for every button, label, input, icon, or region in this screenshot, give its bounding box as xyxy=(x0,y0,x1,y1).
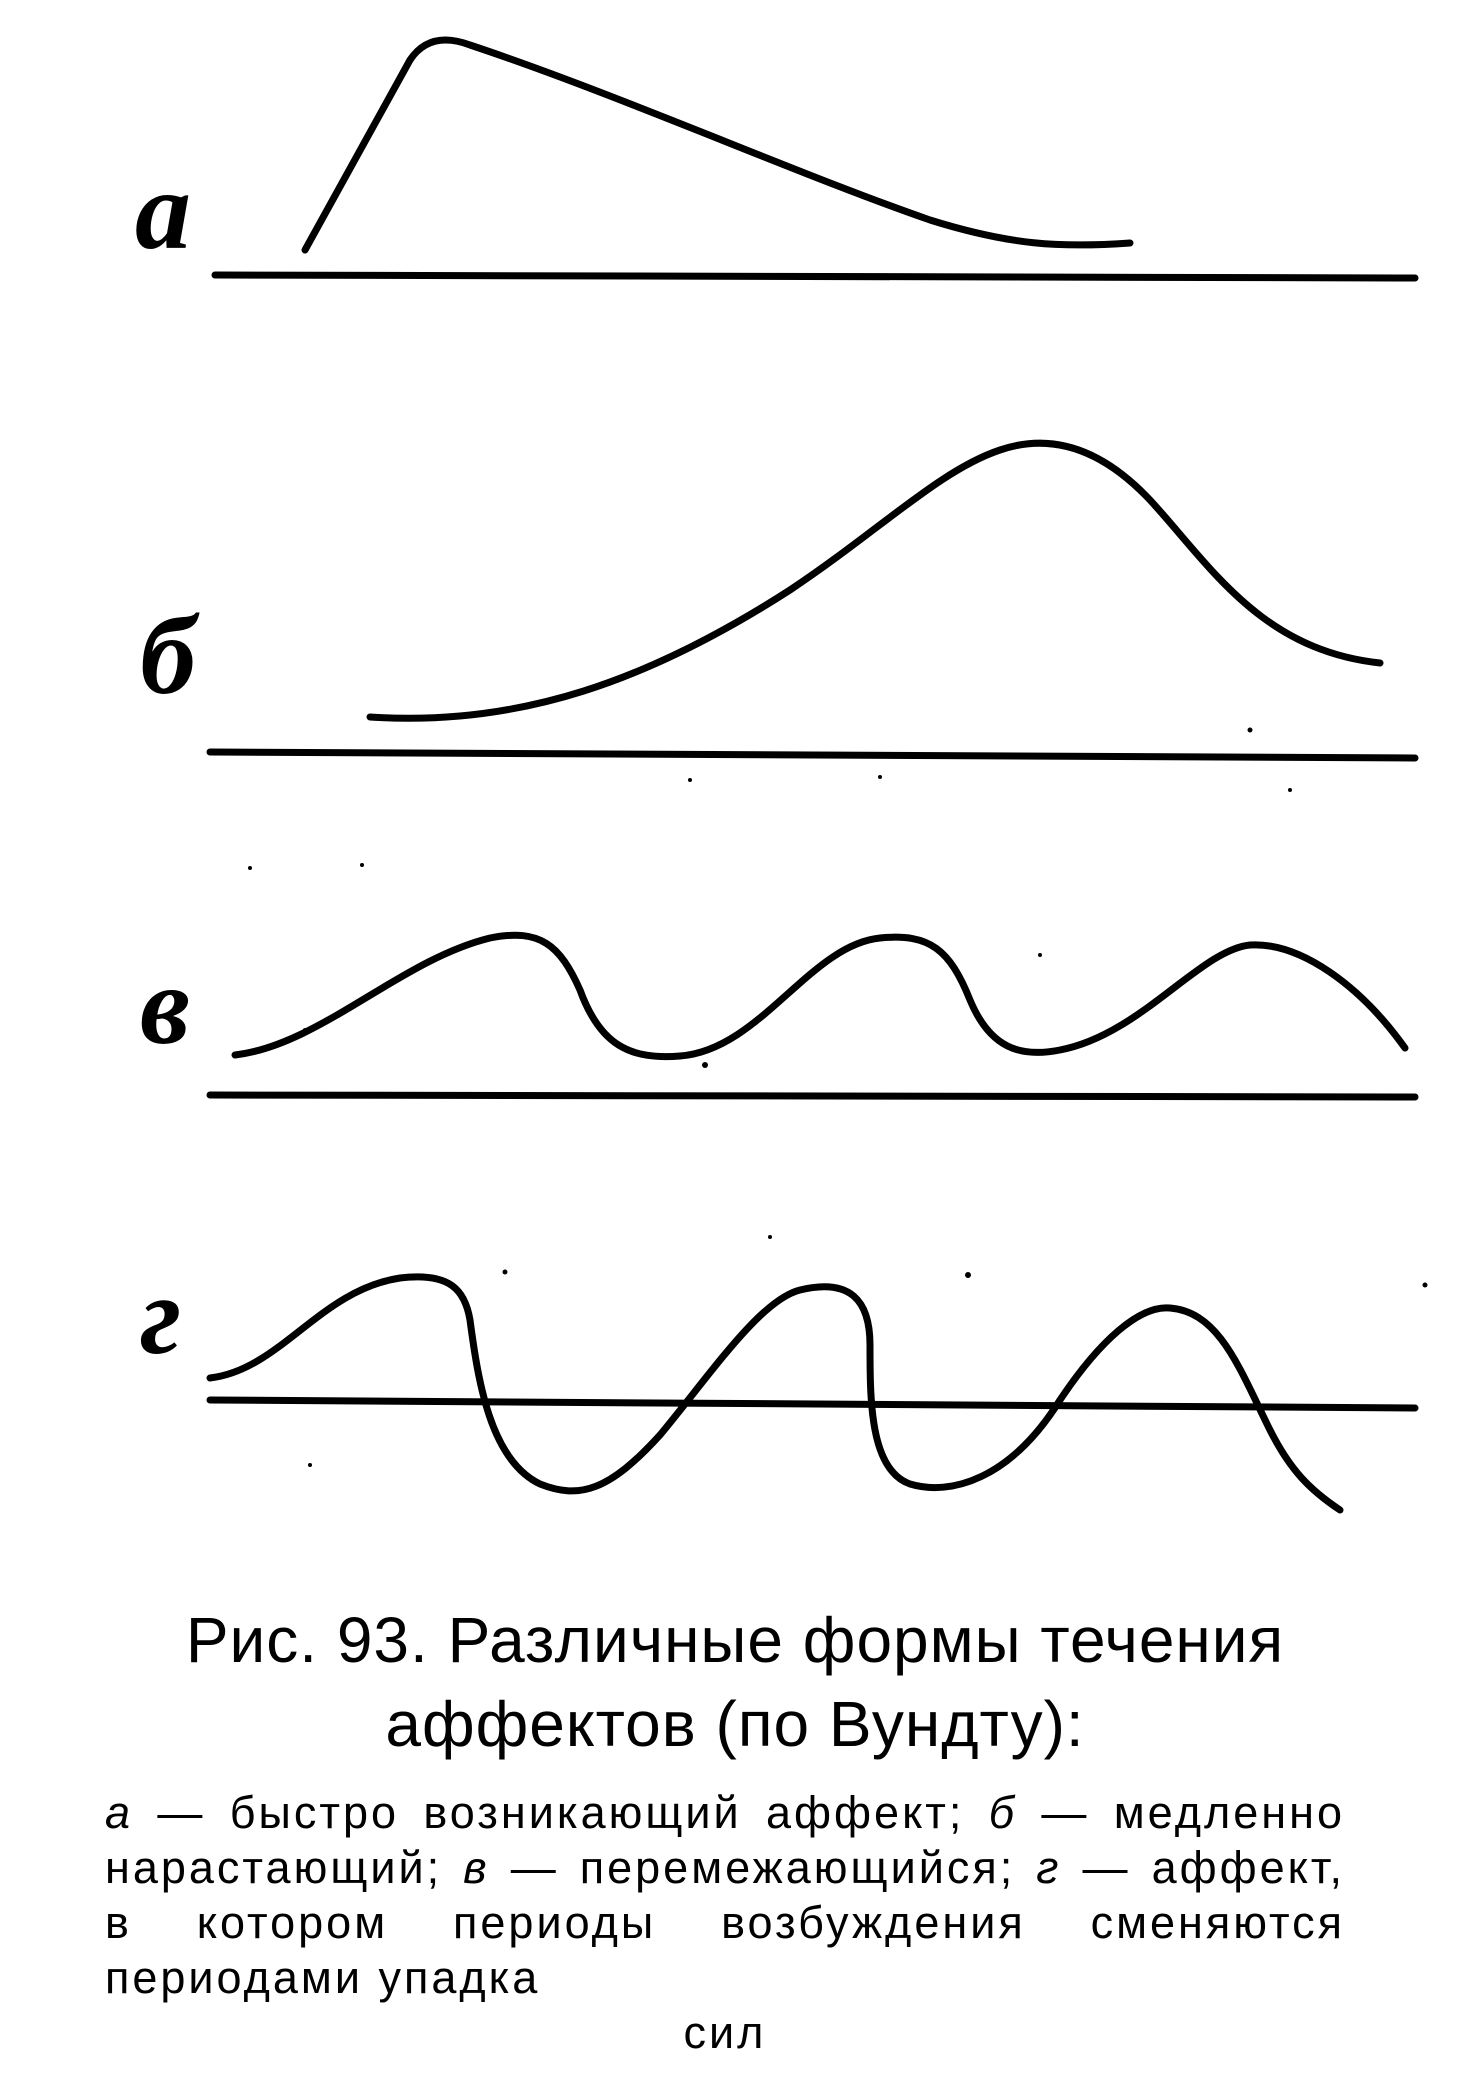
legend-text-b: — медленно нарастающий; xyxy=(105,1787,1345,1893)
panel-label-a: а xyxy=(135,149,191,273)
baseline-a xyxy=(211,271,1419,282)
baseline-b xyxy=(206,748,1419,762)
legend-key-a: а xyxy=(105,1787,134,1838)
legend-text-v: — перемежающийся; xyxy=(489,1842,1037,1893)
caption-title-line1: Рис. 93. Различные формы течения xyxy=(185,1604,1285,1676)
legend-key-g: г xyxy=(1036,1842,1062,1893)
legend-key-v: в xyxy=(463,1842,490,1893)
legend-tail: сил xyxy=(683,2007,767,2058)
figure-caption-title: Рис. 93. Различные формы течения аффекто… xyxy=(95,1598,1375,1766)
panel-label-b: б xyxy=(140,594,196,718)
caption-title-line2: аффектов (по Вундту): xyxy=(385,1688,1085,1760)
legend-text-a: — быстро возникающий аффект; xyxy=(133,1787,989,1838)
legend-key-b: б xyxy=(988,1787,1018,1838)
figure-caption-legend: а — быстро возникающий аффект; б — медле… xyxy=(105,1785,1345,2060)
baseline-g xyxy=(206,1396,1419,1412)
affect-curves-figure xyxy=(206,36,1428,1514)
panel-label-g: г xyxy=(140,1254,182,1378)
panel-label-v: в xyxy=(140,944,191,1068)
curve-b xyxy=(366,439,1384,722)
scan-specks xyxy=(248,727,1428,1467)
curve-a xyxy=(301,36,1134,254)
curve-v xyxy=(231,931,1409,1061)
legend-text-g: — аффект, в котором периоды возбуждения … xyxy=(105,1842,1345,2003)
baseline-v xyxy=(206,1091,1419,1101)
curve-g xyxy=(206,1273,1344,1514)
